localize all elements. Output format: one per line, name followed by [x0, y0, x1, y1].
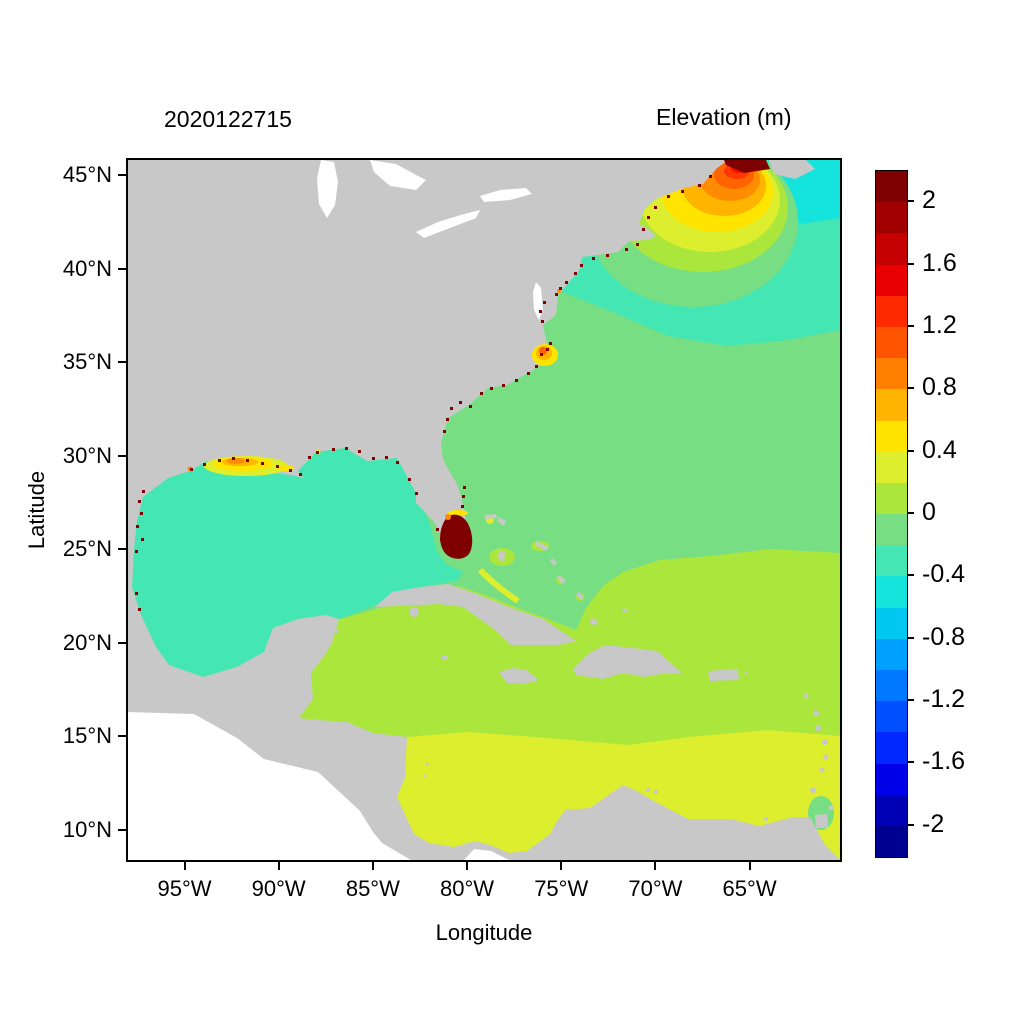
colorbar-tick-label: 1.2: [922, 310, 957, 339]
map-plot-area: [126, 158, 842, 862]
colorbar-segment: [876, 794, 907, 826]
colorbar-tick-label: -1.6: [922, 747, 966, 776]
colorbar-tick-label: 2: [922, 186, 936, 215]
louisiana-surge-patches: [187, 289, 561, 476]
y-tick-mark: [118, 735, 128, 738]
colorbar-tick-label: -0.8: [922, 622, 966, 651]
gulf-of-mexico-layer: [132, 448, 463, 677]
colorbar-tick-mark: [908, 761, 914, 764]
colorbar-tick-label: -1.2: [922, 685, 966, 714]
y-tick-label: 10°N: [62, 817, 112, 843]
colorbar-segment: [876, 326, 907, 359]
x-tick-label: 75°W: [534, 876, 589, 901]
colorbar-segment: [876, 420, 907, 452]
x-axis-title: Longitude: [435, 920, 533, 945]
mainland-landmass: [128, 160, 840, 860]
colorbar-title: Elevation (m): [656, 104, 792, 130]
colorbar-segment: [876, 607, 907, 639]
colorbar-segment: [876, 638, 907, 670]
great-lakes: [317, 160, 543, 320]
elevation-map-canvas: [128, 160, 840, 860]
y-tick-mark: [118, 361, 128, 364]
colorbar-tick-mark: [908, 324, 914, 327]
colorbar-tick-mark: [908, 262, 914, 265]
coastal-flood-speckles: [135, 175, 712, 611]
colorbar-segment: [876, 763, 907, 795]
x-tick-mark: [183, 861, 186, 870]
x-tick-label: 95°W: [157, 876, 212, 901]
x-tick-mark: [748, 861, 751, 870]
x-tick-mark: [466, 861, 469, 870]
x-tick-mark: [560, 861, 563, 870]
y-tick-label: 15°N: [62, 723, 112, 749]
colorbar-tick-mark: [908, 699, 914, 702]
colorbar-segment: [876, 701, 907, 733]
x-tick-label: 80°W: [440, 876, 495, 901]
y-tick-label: 20°N: [62, 629, 112, 655]
y-tick-mark: [118, 173, 128, 176]
x-tick-label: 90°W: [251, 876, 306, 901]
y-tick-mark: [118, 641, 128, 644]
y-tick-mark: [118, 829, 128, 832]
colorbar-segment: [876, 202, 907, 234]
colorbar-tick-mark: [908, 200, 914, 203]
colorbar-tick-label: 0.8: [922, 373, 957, 402]
y-tick-label: 45°N: [62, 161, 112, 187]
x-tick-mark: [654, 861, 657, 870]
gulf-of-panama-undefined: [464, 849, 509, 860]
y-tick-label: 40°N: [62, 255, 112, 281]
y-tick-label: 30°N: [62, 442, 112, 468]
pacific-undefined-region: [128, 712, 411, 860]
colorbar-tick-mark: [908, 387, 914, 390]
colorbar-segment: [876, 545, 907, 577]
colorbar-segment: [876, 358, 907, 390]
colorbar-segment: [876, 670, 907, 702]
colorbar-tick-mark: [908, 823, 914, 826]
colorbar-segment: [876, 389, 907, 421]
y-tick-mark: [118, 548, 128, 551]
colorbar-segment: [876, 295, 907, 327]
colorbar-segment: [876, 576, 907, 608]
x-tick-mark: [277, 861, 280, 870]
colorbar: [875, 170, 908, 858]
colorbar-segment: [876, 233, 907, 265]
colorbar-tick-mark: [908, 574, 914, 577]
colorbar-tick-label: 0: [922, 498, 936, 526]
colorbar-tick-label: 0.4: [922, 435, 957, 464]
south-florida-surge-blob: [440, 510, 473, 559]
colorbar-segment: [876, 514, 907, 546]
colorbar-tick-mark: [908, 512, 914, 514]
colorbar-segment: [876, 825, 907, 858]
colorbar-segment: [876, 451, 907, 483]
x-tick-label: 65°W: [722, 876, 777, 901]
x-tick-label: 85°W: [345, 876, 400, 901]
colorbar-tick-mark: [908, 636, 914, 639]
colorbar-tick-label: 1.6: [922, 248, 957, 277]
colorbar-tick-label: -0.4: [922, 560, 966, 589]
y-tick-label: 25°N: [62, 536, 112, 562]
y-tick-label: 35°N: [62, 349, 112, 375]
nova-scotia-land: [769, 160, 815, 179]
colorbar-tick-mark: [908, 449, 914, 452]
colorbar-segment: [876, 732, 907, 764]
x-tick-mark: [371, 861, 374, 870]
colorbar-segment: [876, 171, 907, 203]
colorbar-segment: [876, 482, 907, 515]
timestamp-title: 2020122715: [164, 106, 292, 132]
colorbar-tick-label: -2: [922, 809, 945, 838]
colorbar-segment: [876, 264, 907, 296]
y-tick-mark: [118, 454, 128, 457]
y-tick-mark: [118, 267, 128, 270]
hatteras-surge-spot: [532, 344, 558, 366]
x-tick-label: 70°W: [628, 876, 683, 901]
bay-of-fundy-surge-streak: [724, 160, 770, 173]
islands: [334, 514, 834, 828]
